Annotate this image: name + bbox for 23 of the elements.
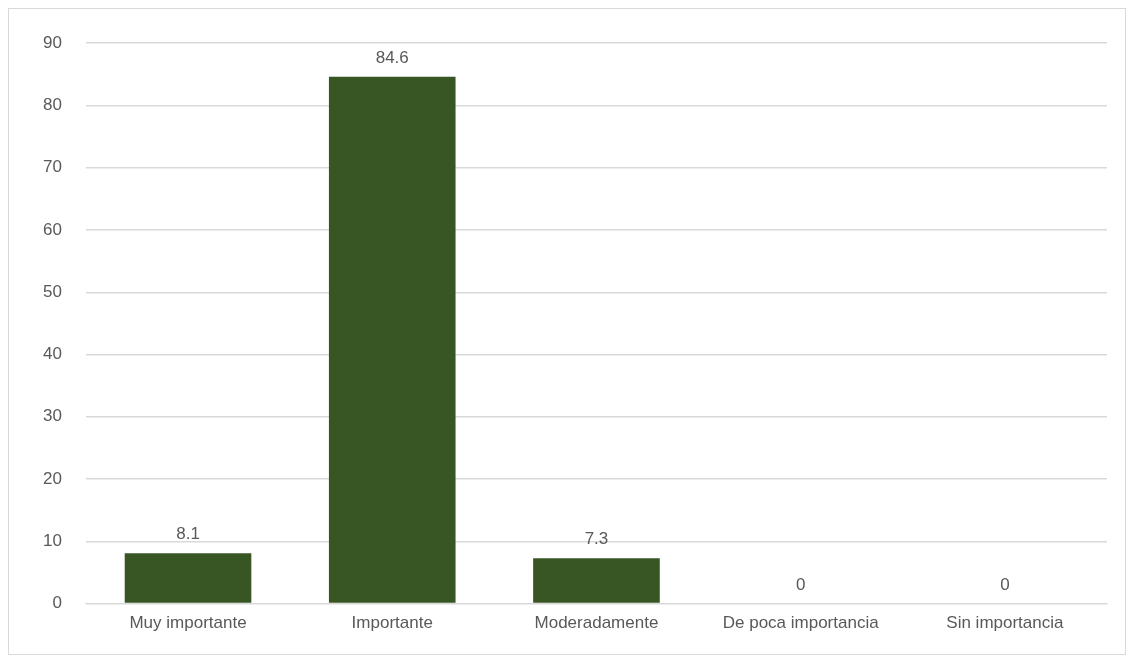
y-tick-label: 0 <box>52 593 62 613</box>
y-tick-label: 60 <box>42 219 62 239</box>
y-tick-label: 30 <box>42 406 62 426</box>
x-tick-label: Sin importancia <box>946 613 1065 633</box>
y-tick-label: 50 <box>42 281 62 301</box>
x-tick-label: De poca importancia <box>722 613 880 633</box>
y-tick-label: 70 <box>42 157 62 177</box>
x-tick-label: Moderadamente <box>534 613 659 633</box>
data-label: 84.6 <box>375 48 409 68</box>
data-label: 0 <box>795 574 806 594</box>
data-label: 0 <box>1000 574 1010 594</box>
data-label: 8.1 <box>176 524 200 544</box>
bar <box>533 558 660 603</box>
y-tick-label: 40 <box>42 344 62 364</box>
y-tick-label: 10 <box>42 531 62 551</box>
data-label: 7.3 <box>584 529 609 549</box>
y-tick-label: 90 <box>42 32 62 52</box>
x-tick-label: Muy importante <box>129 613 247 633</box>
x-tick-label: Importante <box>351 613 433 633</box>
y-tick-label: 80 <box>42 95 62 115</box>
bar <box>124 553 252 603</box>
y-tick-label: 20 <box>42 468 62 488</box>
bar <box>328 76 456 603</box>
